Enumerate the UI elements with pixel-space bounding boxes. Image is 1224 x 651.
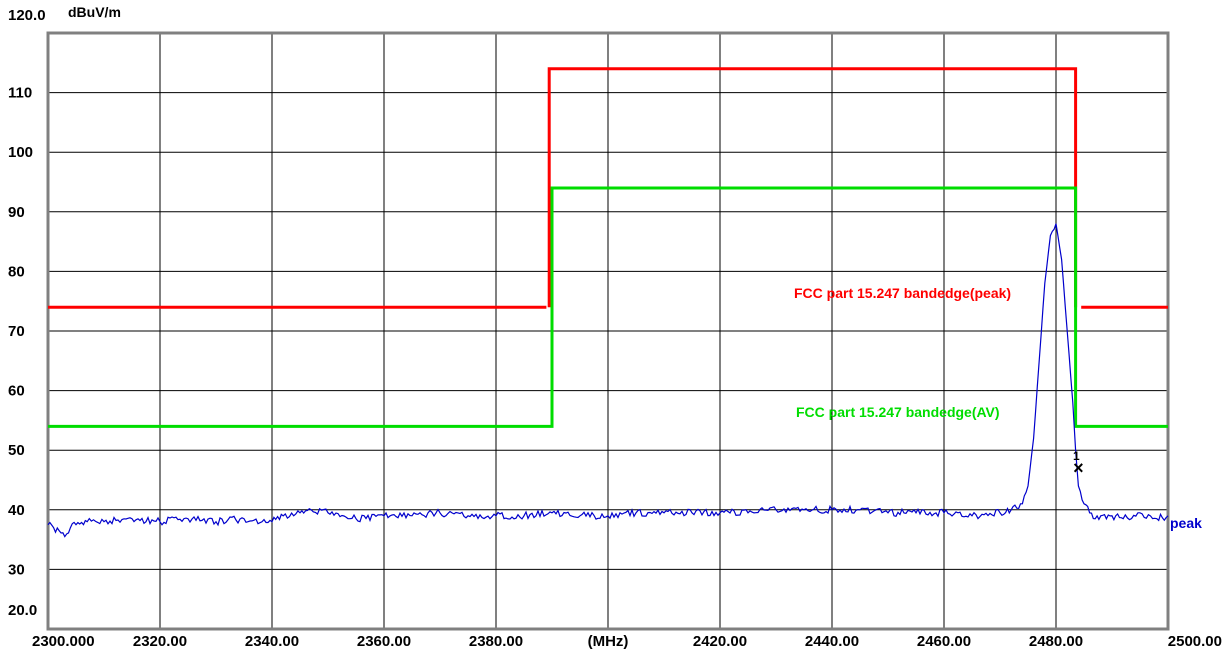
x-tick-label-2: 2340.00 xyxy=(245,633,299,650)
marker-label: 1 xyxy=(1073,449,1080,463)
x-tick-label-5: (MHz) xyxy=(588,633,629,650)
x-tick-label-10: 2500.00 xyxy=(1168,633,1222,650)
x-tick-label-8: 2460.00 xyxy=(917,633,971,650)
y-tick-label-3: 60 xyxy=(8,383,25,400)
x-tick-label-9: 2480.00 xyxy=(1029,633,1083,650)
marker-symbol: × xyxy=(1073,458,1084,478)
series-layer xyxy=(47,223,1169,538)
marker: ×1 xyxy=(1073,449,1084,478)
y-tick-label-0: 30 xyxy=(8,561,25,578)
legend-limit-av: FCC part 15.247 bandedge(AV) xyxy=(796,404,1000,420)
y-tick-label-4: 70 xyxy=(8,323,25,340)
x-tick-label-1: 2320.00 xyxy=(133,633,187,650)
unit-label: dBuV/m xyxy=(68,4,121,20)
x-tick-label-4: 2380.00 xyxy=(469,633,523,650)
y-tick-label-7: 100 xyxy=(8,144,33,161)
y-tick-label-2: 50 xyxy=(8,442,25,459)
y-tick-label-1: 40 xyxy=(8,502,25,519)
plot-frame xyxy=(46,31,1170,631)
x-tick-labels: 2300.000 2320.00 2340.00 2360.00 2380.00 (MHz… xyxy=(32,633,1222,650)
y-top-label: 120.0 xyxy=(8,7,46,24)
y-tick-label-6: 90 xyxy=(8,204,25,221)
y-tick-label-5: 80 xyxy=(8,263,25,280)
limit-lines xyxy=(48,67,1168,428)
y-bottom-label: 20.0 xyxy=(8,602,37,619)
y-tick-labels: 30 40 50 60 70 80 90 100 110 xyxy=(8,85,33,579)
x-tick-label-7: 2440.00 xyxy=(805,633,859,650)
series-label-peak: peak xyxy=(1170,515,1202,531)
series-line-peak xyxy=(47,223,1169,538)
y-tick-label-8: 110 xyxy=(8,85,32,102)
x-tick-label-3: 2360.00 xyxy=(357,633,411,650)
x-tick-label-0: 2300.000 xyxy=(32,633,95,650)
legend-limit-peak: FCC part 15.247 bandedge(peak) xyxy=(794,285,1011,301)
grid xyxy=(48,33,1168,629)
limit-line-1-segment-0 xyxy=(48,186,1168,428)
x-tick-label-6: 2420.00 xyxy=(693,633,747,650)
